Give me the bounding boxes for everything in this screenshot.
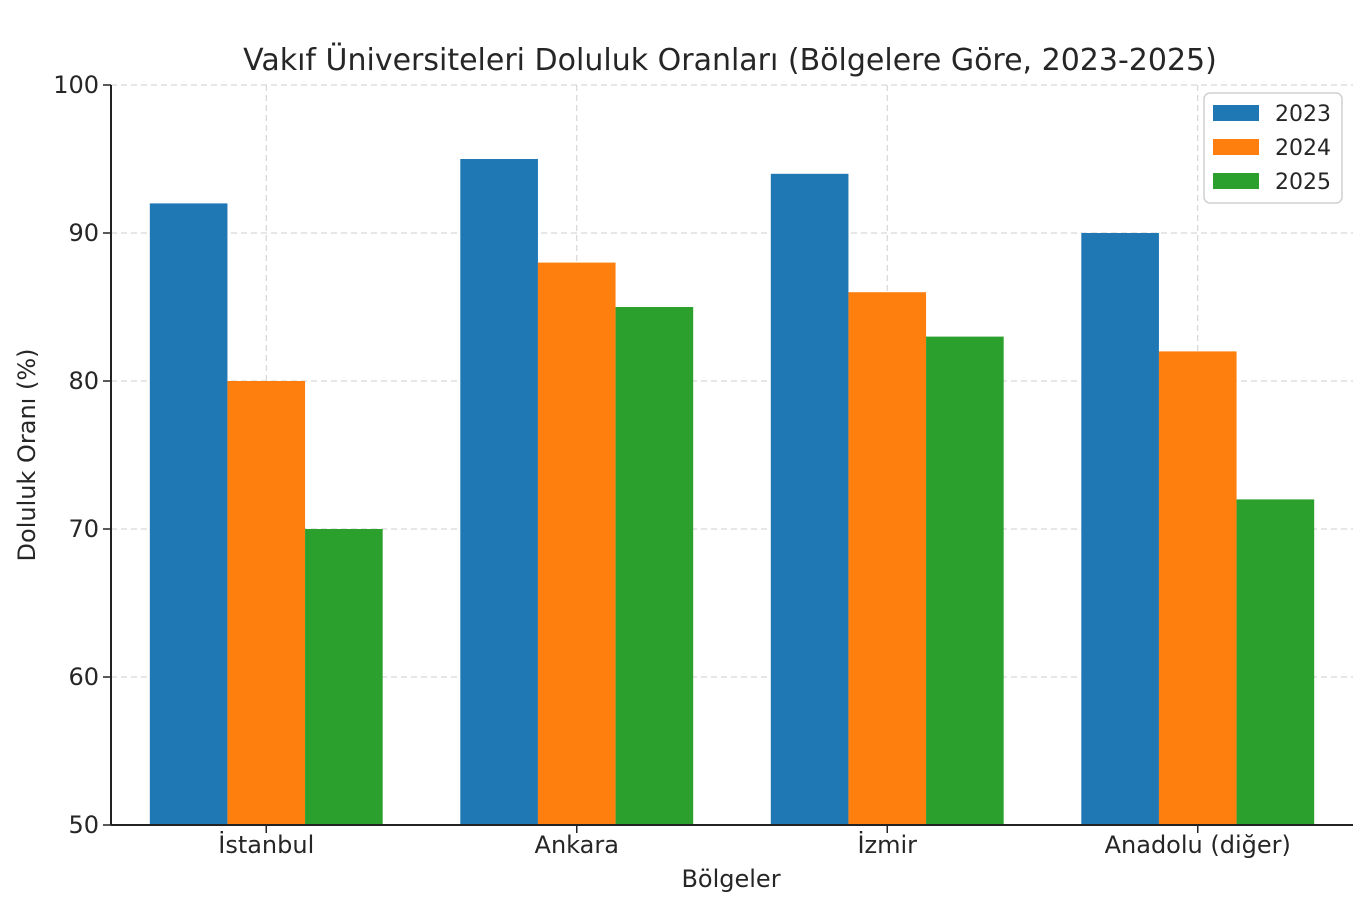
y-tick-label: 80	[68, 367, 99, 395]
bar-2023-2	[770, 173, 849, 826]
legend-label-2024: 2024	[1275, 136, 1331, 161]
bar-2024-0	[227, 381, 306, 825]
legend-swatch-2023	[1213, 105, 1259, 121]
bar-2024-3	[1158, 351, 1237, 825]
bars-layer	[149, 159, 1315, 826]
ticks-layer: 50 60 70 80 90 100 İstanbul Ankara İzmir Anadolu …	[53, 71, 1291, 859]
legend-swatch-2024	[1213, 139, 1259, 155]
y-tick-label: 60	[68, 663, 99, 691]
legend-label-2025: 2025	[1275, 170, 1331, 195]
bar-2025-3	[1236, 499, 1315, 825]
x-tick-label: Ankara	[535, 831, 619, 859]
x-axis-label: Bölgeler	[681, 865, 780, 893]
y-tick-label: 90	[68, 219, 99, 247]
bar-2025-2	[926, 336, 1004, 825]
y-tick-label: 70	[68, 515, 99, 543]
legend: 2023 2024 2025	[1203, 92, 1343, 204]
x-tick-label: Anadolu (diğer)	[1105, 831, 1291, 859]
bar-2023-3	[1081, 233, 1159, 825]
legend-swatch-2025	[1213, 173, 1259, 189]
chart-title: Vakıf Üniversiteleri Doluluk Oranları (B…	[243, 42, 1217, 78]
y-axis-label: Doluluk Oranı (%)	[13, 349, 41, 562]
x-tick-label: İstanbul	[218, 830, 314, 859]
y-tick-label: 50	[68, 811, 99, 839]
bar-2024-2	[848, 292, 927, 825]
bar-2025-1	[615, 307, 694, 825]
bar-2023-0	[149, 203, 228, 825]
bar-2023-1	[460, 159, 538, 825]
bar-2024-1	[537, 262, 616, 826]
axes-layer	[110, 85, 1353, 826]
legend-label-2023: 2023	[1275, 102, 1331, 127]
bar-2025-0	[305, 529, 383, 825]
y-tick-label: 100	[53, 71, 99, 99]
x-tick-label: İzmir	[857, 830, 917, 859]
legend-items: 2023 2024 2025	[1213, 102, 1331, 195]
